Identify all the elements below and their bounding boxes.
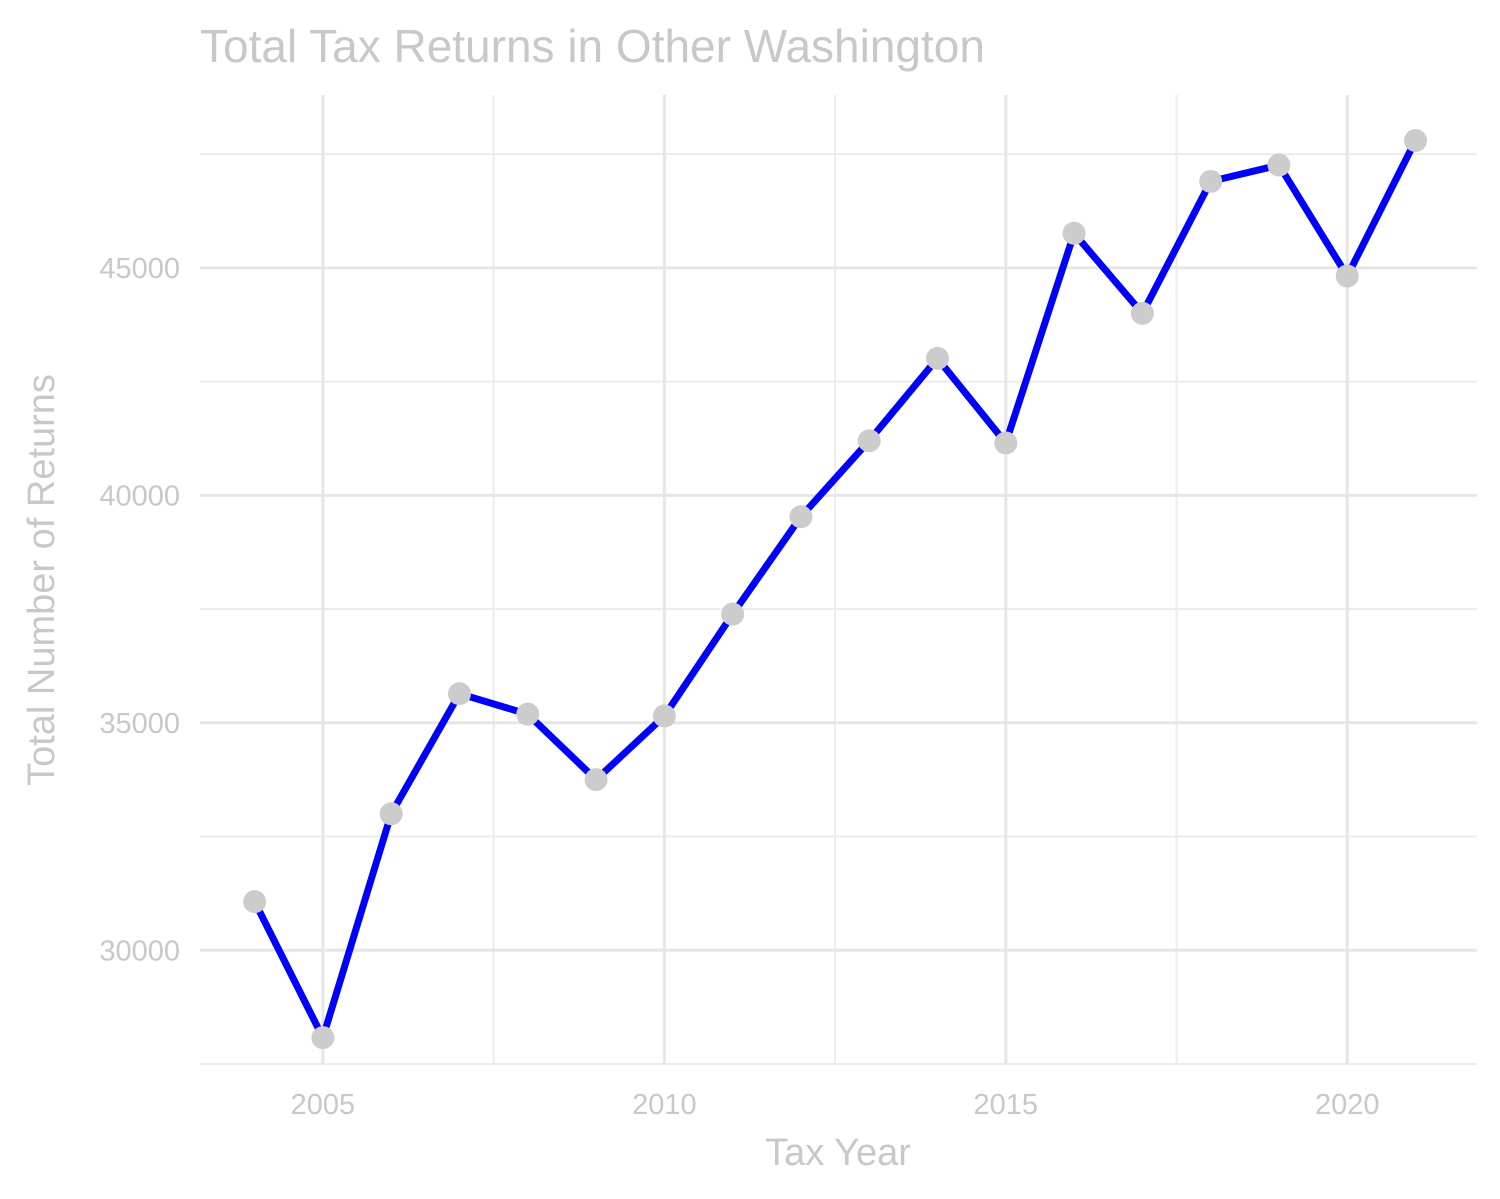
data-point [516, 702, 540, 726]
data-point [1062, 221, 1086, 245]
data-point [1335, 264, 1359, 288]
data-point [311, 1026, 335, 1050]
y-axis-title: Total Number of Returns [21, 374, 63, 786]
series-line [251, 137, 1419, 1042]
x-tick-label: 2015 [974, 1089, 1039, 1121]
data-point [1130, 301, 1154, 325]
grid-lines [200, 95, 1477, 1065]
x-tick-label: 2020 [1315, 1089, 1380, 1121]
data-point [379, 802, 403, 826]
y-tick-label: 35000 [99, 708, 180, 740]
y-tick-label: 40000 [99, 480, 180, 512]
x-tick-label: 2010 [632, 1089, 697, 1121]
data-point [1199, 169, 1223, 193]
data-point [789, 505, 813, 529]
data-point [926, 346, 950, 370]
x-axis-title: Tax Year [765, 1132, 911, 1174]
data-point [584, 768, 608, 792]
data-point [447, 682, 471, 706]
data-point [994, 431, 1018, 455]
data-point [652, 704, 676, 728]
data-point [857, 429, 881, 453]
data-point [1404, 128, 1428, 152]
chart-title: Total Tax Returns in Other Washington [200, 20, 985, 72]
data-point [1267, 153, 1291, 177]
data-point [243, 890, 267, 914]
y-tick-label: 30000 [99, 935, 180, 967]
data-point [721, 602, 745, 626]
data-points [243, 128, 1428, 1050]
y-tick-label: 45000 [99, 253, 180, 285]
x-axis-tick-labels: 2005 2010 2015 2020 [291, 1089, 1380, 1121]
y-axis-tick-labels: 30000 35000 40000 45000 [99, 253, 180, 967]
x-tick-label: 2005 [291, 1089, 356, 1121]
